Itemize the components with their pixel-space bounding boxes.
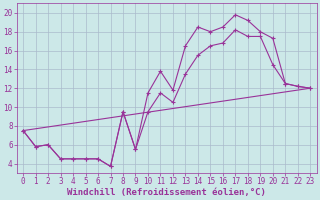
X-axis label: Windchill (Refroidissement éolien,°C): Windchill (Refroidissement éolien,°C) bbox=[67, 188, 266, 197]
